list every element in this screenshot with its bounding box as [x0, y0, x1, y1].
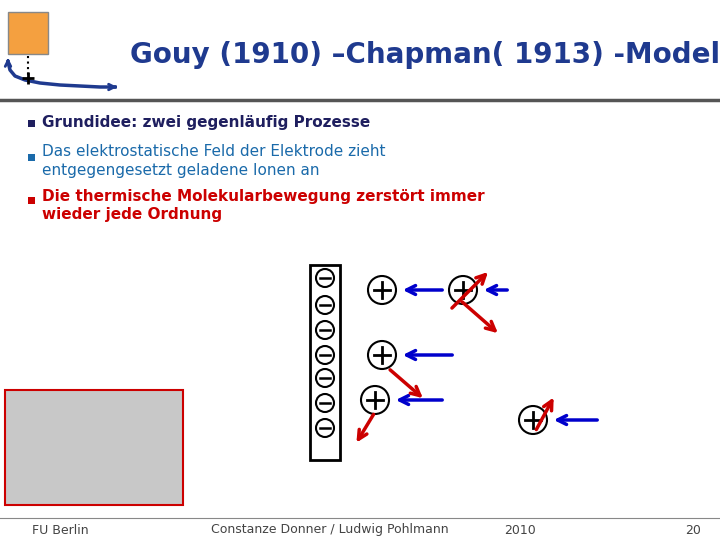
- Text: Gouy (1910) –Chapman( 1913) -Modell: Gouy (1910) –Chapman( 1913) -Modell: [130, 41, 720, 69]
- Text: 2010: 2010: [504, 523, 536, 537]
- Ellipse shape: [316, 394, 334, 412]
- Ellipse shape: [361, 386, 389, 414]
- Ellipse shape: [368, 276, 396, 304]
- Ellipse shape: [316, 269, 334, 287]
- Ellipse shape: [316, 369, 334, 387]
- Ellipse shape: [368, 341, 396, 369]
- Text: Debye Hückel: Debye Hückel: [30, 436, 158, 454]
- Bar: [28, 119, 35, 126]
- Text: Constanze Donner / Ludwig Pohlmann: Constanze Donner / Ludwig Pohlmann: [211, 523, 449, 537]
- Text: entgegengesetzt geladene Ionen an: entgegengesetzt geladene Ionen an: [42, 163, 320, 178]
- Bar: [28, 153, 35, 160]
- Ellipse shape: [316, 296, 334, 314]
- Bar: [8, 12, 48, 54]
- Text: Grundidee: zwei gegenläufig Prozesse: Grundidee: zwei gegenläufig Prozesse: [42, 116, 370, 131]
- Bar: [28, 197, 35, 204]
- Text: 20: 20: [685, 523, 701, 537]
- Ellipse shape: [316, 346, 334, 364]
- Text: wieder jede Ordnung: wieder jede Ordnung: [42, 207, 222, 222]
- Bar: [5, 390, 183, 505]
- Bar: [310, 265, 340, 460]
- Text: Analogie:: Analogie:: [50, 411, 138, 429]
- Ellipse shape: [449, 276, 477, 304]
- Text: Die thermische Molekularbewegung zerstört immer: Die thermische Molekularbewegung zerstör…: [42, 190, 485, 205]
- Ellipse shape: [316, 321, 334, 339]
- Text: Das elektrostatische Feld der Elektrode zieht: Das elektrostatische Feld der Elektrode …: [42, 145, 385, 159]
- Ellipse shape: [519, 406, 547, 434]
- Ellipse shape: [316, 419, 334, 437]
- Text: FU Berlin: FU Berlin: [32, 523, 89, 537]
